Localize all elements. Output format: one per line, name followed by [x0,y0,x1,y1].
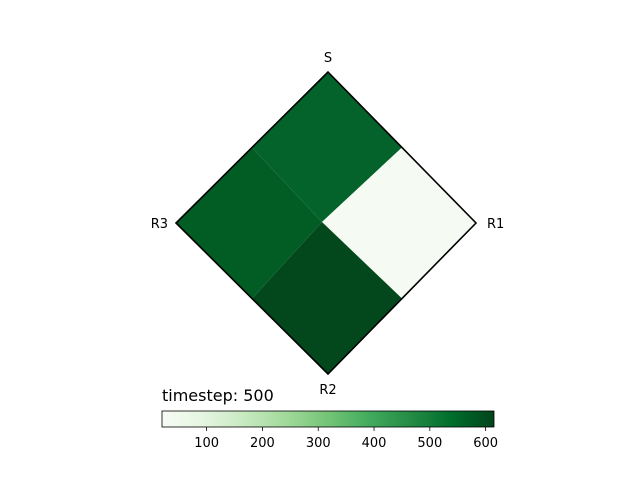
diamond-heatmap [174,70,478,376]
colorbar: 100 200 300 400 500 600 [161,410,498,451]
region-r1 [322,147,476,299]
colorbar-tick-label: 300 [306,436,331,451]
diamond-outline [174,70,478,376]
corner-label-left: R3 [151,217,168,232]
colorbar-tick-label: 500 [417,436,442,451]
colorbar-tick-label: 600 [473,436,498,451]
corner-label-bottom: R2 [319,383,336,398]
colorbar-gradient [161,410,495,428]
colorbar-ticks: 100 200 300 400 500 600 [194,427,498,451]
colorbar-tick-label: 200 [250,436,275,451]
corner-label-right: R1 [487,217,504,232]
colorbar-tick-label: 400 [362,436,387,451]
colorbar-tick-label: 100 [194,436,219,451]
region-r3 [176,147,322,299]
corner-label-top: S [324,51,332,66]
chart-title: timestep: 500 [162,386,274,405]
